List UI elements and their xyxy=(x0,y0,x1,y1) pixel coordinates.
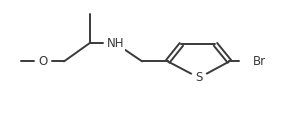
Text: O: O xyxy=(38,55,47,68)
Text: NH: NH xyxy=(106,37,124,50)
Text: Br: Br xyxy=(252,55,266,68)
Text: S: S xyxy=(195,71,203,84)
